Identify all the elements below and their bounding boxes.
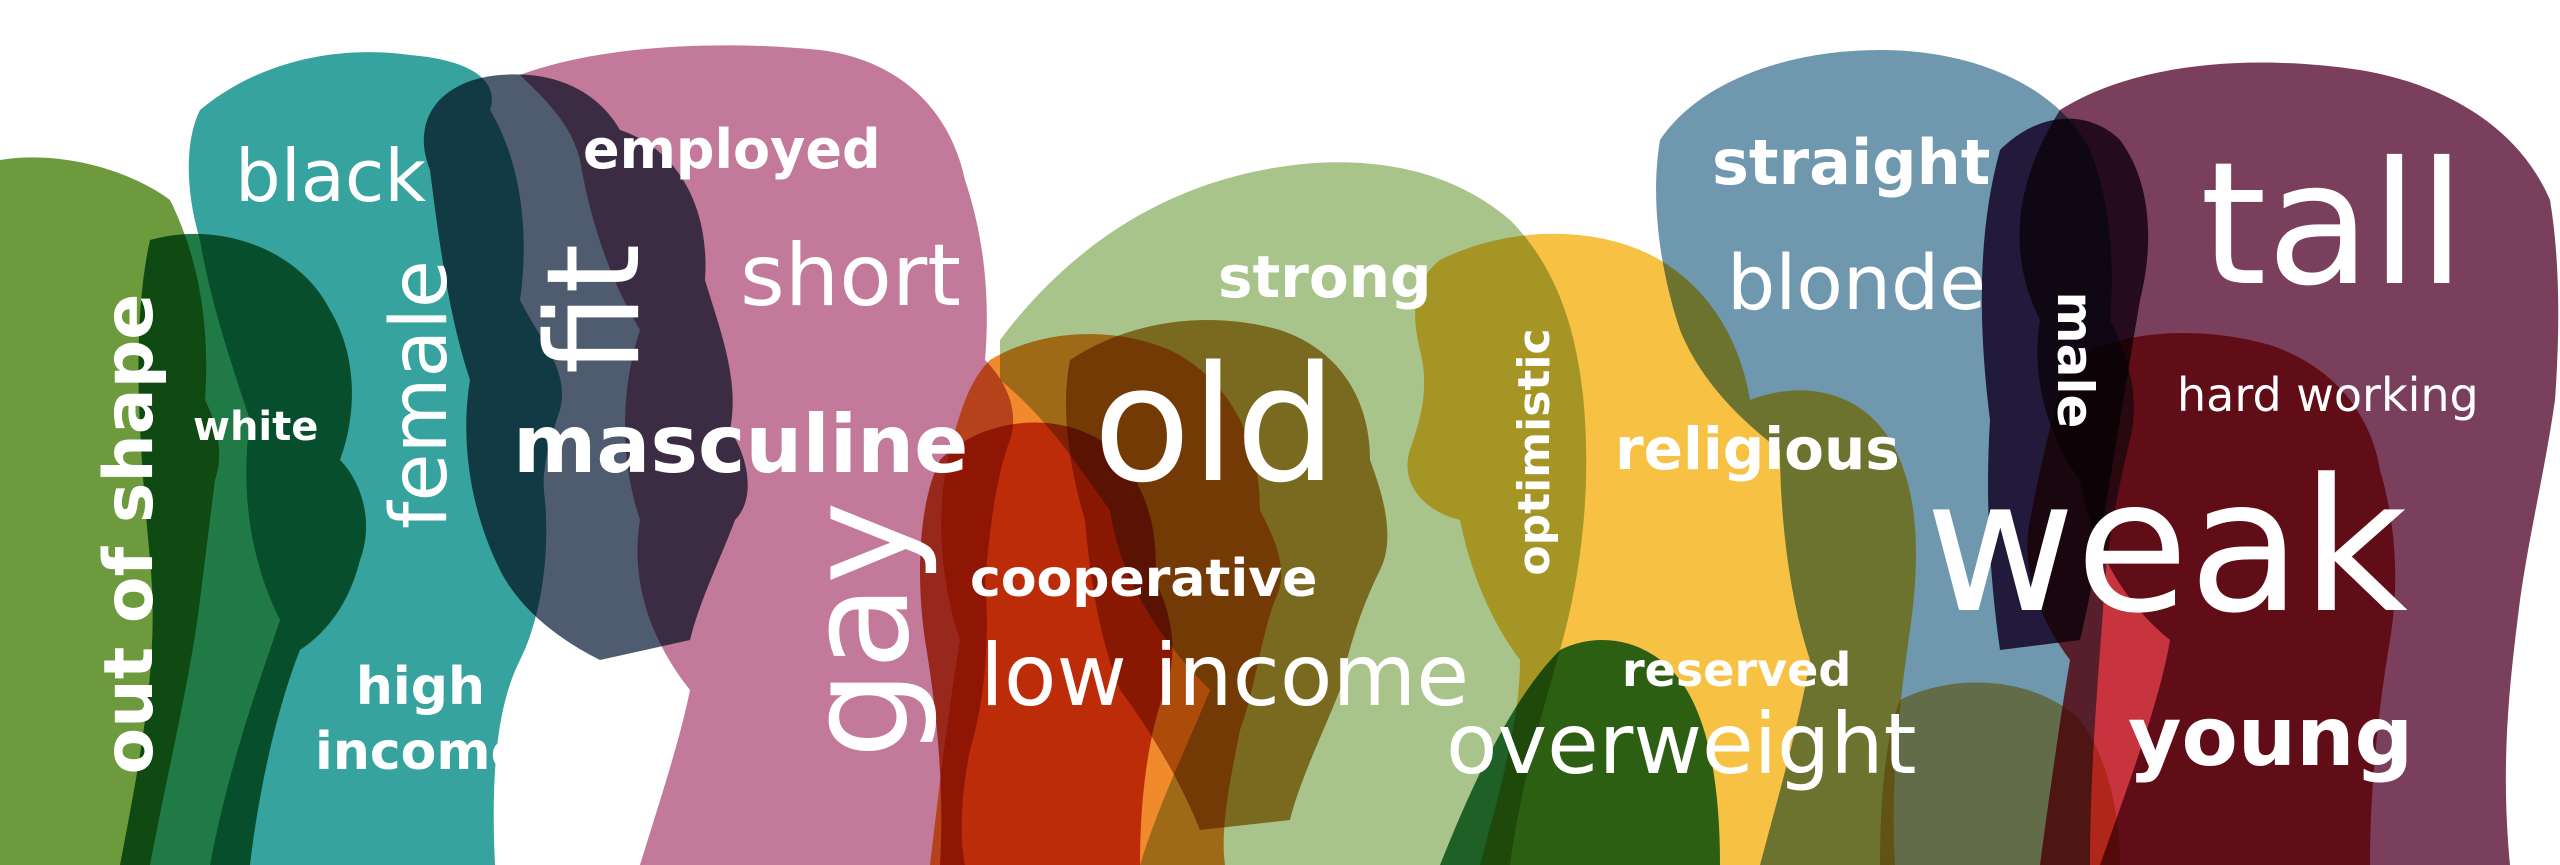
olive-profile-silhouette — [1065, 320, 1388, 830]
word-optimistic: optimistic — [1509, 328, 1560, 576]
word-religious: religious — [1615, 415, 1900, 483]
word-blonde: blonde — [1727, 238, 1987, 327]
word-overweight: overweight — [1446, 695, 1917, 793]
word-masculine: masculine — [513, 398, 969, 491]
red-profile-silhouette — [2027, 333, 2396, 865]
word-employed: employed — [583, 118, 881, 181]
word-straight: straight — [1712, 126, 1991, 199]
word-tall: tall — [2200, 126, 2466, 324]
word-old: old — [1093, 331, 1337, 518]
word-black: black — [235, 134, 427, 218]
word-low-income: low income — [980, 626, 1470, 726]
word-hard-working: hard working — [2177, 368, 2479, 422]
word-high-income: high income — [315, 657, 526, 782]
word-white: white — [193, 404, 319, 450]
word-cooperative: cooperative — [970, 549, 1318, 609]
word-fit: fit — [520, 243, 669, 375]
word-reserved: reserved — [1622, 643, 1852, 697]
pink-profile-silhouette — [520, 45, 1014, 865]
word-female: female — [375, 260, 465, 529]
word-out-of-shape: out of shape — [90, 293, 169, 775]
word-male: male — [2046, 291, 2104, 429]
word-weak: weak — [1925, 440, 2408, 654]
word-young: young — [2128, 690, 2414, 785]
word-short: short — [740, 226, 962, 326]
word-strong: strong — [1218, 243, 1432, 311]
word-gay: gay — [778, 501, 941, 759]
forest-profile-silhouette — [1440, 640, 1720, 865]
